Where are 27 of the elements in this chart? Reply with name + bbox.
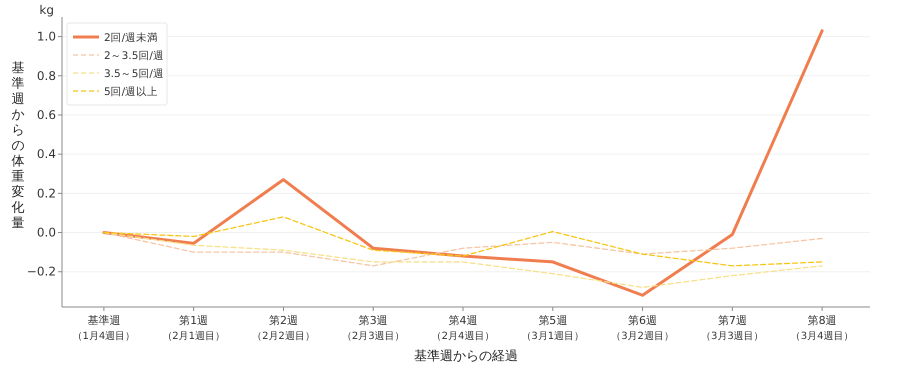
legend-label: 2回/週未満	[104, 31, 158, 44]
legend-label: 3.5～5回/週	[104, 68, 164, 80]
x-tick-label: 第6週（3月2週目）	[611, 314, 674, 342]
legend-label: 5回/週以上	[104, 85, 158, 98]
x-tick-label: 第1週（2月1週目）	[162, 314, 226, 342]
text: kg	[39, 3, 54, 17]
x-tick-label: 基準週（1月4週目）	[72, 314, 136, 342]
y-tick-label: 0.4	[36, 147, 56, 162]
x-tick-label: 第3週（2月3週目）	[342, 314, 405, 342]
x-tick-label: 第2週（2月2週目）	[252, 314, 315, 342]
y-tick-label: 1.0	[36, 30, 56, 44]
line-series	[103, 232, 823, 266]
y-tick-label: 0.2	[36, 186, 56, 200]
line-series	[103, 232, 823, 288]
x-axis-title: 基準週からの経過	[414, 349, 518, 364]
x-tick-label: 第8週（3月4週目）	[790, 314, 854, 342]
line-series	[103, 216, 823, 266]
y-tick-label: 0.0	[36, 226, 56, 240]
legend-label: 2～3.5回/週	[104, 50, 164, 62]
text: 基準週からの体重変化量	[12, 61, 24, 231]
x-tick-label: 第4週（2月4週目）	[432, 314, 494, 342]
y-tick-label: −0.2	[26, 264, 56, 279]
x-tick-label: 第5週（3月1週目）	[521, 314, 584, 342]
y-tick-label: 0.8	[36, 68, 56, 83]
line-series	[102, 29, 824, 297]
y-tick-label: 0.6	[36, 108, 56, 122]
x-tick-label: 第7週（3月3週目）	[700, 314, 764, 342]
